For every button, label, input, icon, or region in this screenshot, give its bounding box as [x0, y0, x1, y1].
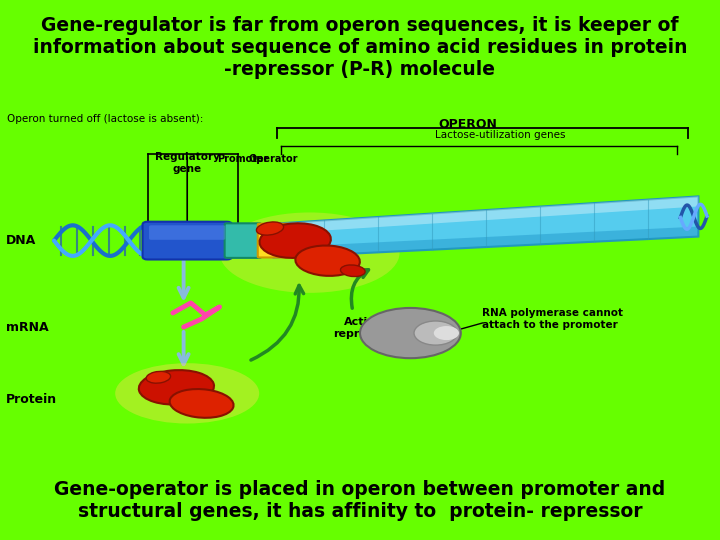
Ellipse shape: [256, 222, 284, 235]
Ellipse shape: [341, 265, 365, 276]
Ellipse shape: [139, 370, 214, 404]
Ellipse shape: [360, 308, 461, 358]
Text: Regulatory
gene: Regulatory gene: [155, 152, 220, 174]
Text: OPERON: OPERON: [438, 118, 498, 131]
Text: Promoter: Promoter: [217, 154, 269, 164]
Ellipse shape: [295, 246, 360, 276]
Text: Operator: Operator: [249, 154, 298, 164]
Polygon shape: [274, 227, 698, 258]
Ellipse shape: [146, 372, 171, 383]
Ellipse shape: [170, 389, 233, 418]
Text: mRNA: mRNA: [6, 321, 48, 334]
Ellipse shape: [220, 212, 400, 293]
Ellipse shape: [259, 224, 331, 258]
Text: DNA: DNA: [6, 234, 36, 247]
Ellipse shape: [433, 326, 459, 340]
Text: Lactose-utilization genes: Lactose-utilization genes: [435, 130, 566, 140]
Polygon shape: [274, 197, 698, 234]
Text: Protein: Protein: [6, 393, 57, 406]
Text: Operon turned off (lactose is absent):: Operon turned off (lactose is absent):: [7, 114, 204, 124]
Text: Active
repressor: Active repressor: [333, 317, 394, 339]
Polygon shape: [274, 197, 698, 258]
Ellipse shape: [115, 363, 259, 423]
Text: Gene-operator is placed in operon between promoter and
structural genes, it has : Gene-operator is placed in operon betwee…: [55, 481, 665, 521]
FancyBboxPatch shape: [225, 224, 261, 258]
FancyBboxPatch shape: [143, 222, 232, 260]
Text: Gene-regulator is far from operon sequences, it is keeper of
information about s: Gene-regulator is far from operon sequen…: [32, 16, 688, 79]
FancyBboxPatch shape: [258, 224, 289, 258]
Ellipse shape: [414, 321, 457, 345]
Text: RNA polymerase cannot
attach to the promoter: RNA polymerase cannot attach to the prom…: [482, 308, 624, 330]
FancyBboxPatch shape: [149, 225, 225, 240]
